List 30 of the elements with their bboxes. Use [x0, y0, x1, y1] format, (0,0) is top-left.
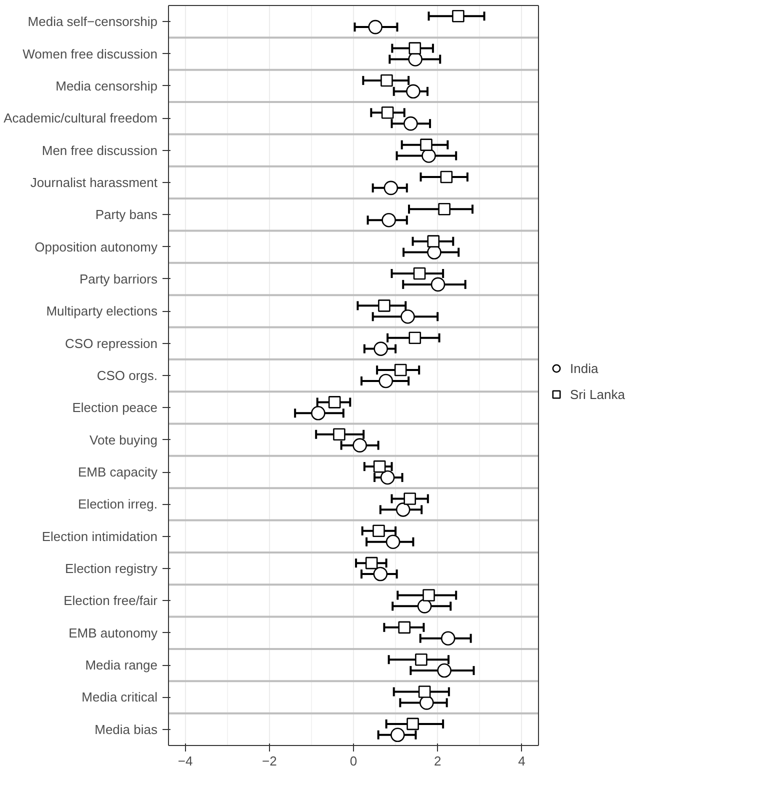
y-tick-label: Media range	[85, 658, 158, 673]
y-tick-label: CSO repression	[65, 336, 158, 351]
x-tick-label: 2	[434, 754, 442, 768]
y-tick-label: CSO orgs.	[96, 368, 158, 383]
y-tick-label: EMB capacity	[78, 464, 158, 480]
y-tick-label: Opposition autonomy	[34, 239, 158, 254]
y-tick-label: Vote buying	[90, 432, 158, 448]
y-tick-label: Media critical	[82, 690, 158, 705]
x-tick-label: 4	[518, 754, 526, 768]
y-tick-label: Academic/cultural freedom	[4, 110, 158, 126]
y-tick-label: Women free discussion	[22, 46, 158, 62]
y-tick-label: Multiparty elections	[46, 304, 158, 319]
y-tick-label: Journalist harassment	[30, 174, 158, 190]
x-tick-label: −2	[262, 754, 277, 768]
y-tick-label: Election free/fair	[64, 593, 158, 608]
x-tick-label: 0	[350, 754, 358, 768]
legend-label: Sri Lanka	[570, 386, 625, 402]
legend-label: India	[570, 360, 598, 376]
y-tick-label: Election intimidation	[42, 528, 158, 544]
y-tick-label: Media censorship	[56, 78, 158, 94]
x-tick-label: −4	[178, 754, 193, 768]
y-tick-label: Media self−censorship	[28, 14, 158, 30]
y-tick-label: EMB autonomy	[68, 625, 158, 640]
y-tick-label: Men free discussion	[42, 142, 158, 158]
y-tick-label: Media bias	[94, 722, 158, 737]
y-tick-label: Election registry	[65, 561, 158, 576]
y-tick-label: Party barriors	[79, 271, 158, 286]
y-tick-label: Election irreg.	[78, 496, 158, 512]
y-tick-label: Party bans	[95, 207, 158, 222]
y-tick-label: Election peace	[72, 400, 158, 416]
